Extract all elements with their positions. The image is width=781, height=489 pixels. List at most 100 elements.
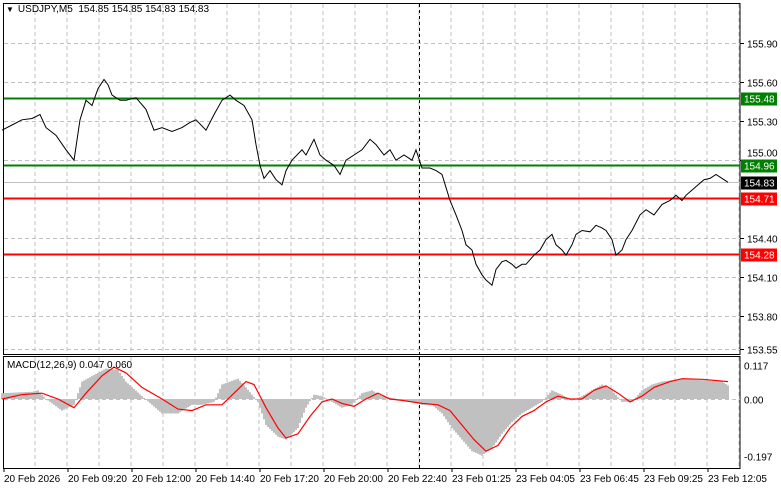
macd-histogram-bar bbox=[663, 381, 665, 399]
macd-histogram-bar bbox=[147, 399, 149, 402]
macd-histogram-bar bbox=[655, 383, 657, 399]
macd-histogram-bar bbox=[503, 399, 505, 432]
macd-histogram-bar bbox=[67, 399, 69, 408]
price-tick-label: 155.60 bbox=[747, 79, 778, 90]
macd-histogram-bar bbox=[611, 390, 613, 399]
macd-histogram-bar bbox=[671, 380, 673, 399]
macd-histogram-bar bbox=[277, 399, 279, 437]
macd-histogram-bar bbox=[55, 399, 57, 407]
macd-histogram-bar bbox=[157, 399, 159, 411]
time-tick-label: 20 Feb 09:20 bbox=[68, 474, 127, 485]
time-tick-label: 23 Feb 04:05 bbox=[516, 474, 575, 485]
macd-histogram-bar bbox=[225, 383, 227, 399]
macd-histogram-bar bbox=[161, 399, 163, 414]
macd-histogram-bar bbox=[535, 399, 537, 406]
macd-histogram-bar bbox=[551, 390, 553, 399]
macd-histogram-bar bbox=[307, 399, 309, 405]
macd-histogram-bar bbox=[699, 380, 701, 399]
macd-histogram-bar bbox=[251, 394, 253, 399]
macd-histogram-bar bbox=[529, 399, 531, 409]
macd-histogram-bar bbox=[163, 399, 165, 414]
macd-histogram-bar bbox=[713, 381, 715, 399]
macd-histogram-bar bbox=[105, 368, 107, 399]
macd-histogram-bar bbox=[419, 399, 421, 405]
price-tick-label: 155.30 bbox=[747, 118, 778, 129]
macd-histogram-bar bbox=[191, 399, 193, 405]
time-tick-label: 20 Feb 14:40 bbox=[196, 474, 255, 485]
macd-histogram-bar bbox=[635, 397, 637, 399]
macd-histogram-bar bbox=[195, 399, 197, 405]
macd-histogram-bar bbox=[263, 399, 265, 420]
macd-histogram-bar bbox=[651, 384, 653, 399]
macd-histogram-bar bbox=[391, 397, 393, 399]
macd-histogram-bar bbox=[235, 379, 237, 399]
macd-histogram-bar bbox=[101, 370, 103, 399]
level-label: 154.71 bbox=[744, 195, 775, 206]
macd-histogram-bar bbox=[369, 390, 371, 399]
macd-histogram-bar bbox=[353, 399, 355, 403]
macd-histogram-bar bbox=[591, 390, 593, 399]
macd-histogram-bar bbox=[271, 399, 273, 431]
macd-histogram-bar bbox=[541, 399, 543, 402]
macd-histogram-bar bbox=[571, 399, 573, 401]
macd-histogram-bar bbox=[11, 392, 13, 399]
macd-histogram-bar bbox=[57, 399, 59, 408]
macd-histogram-bar bbox=[109, 369, 111, 399]
macd-histogram-bar bbox=[711, 380, 713, 399]
macd-histogram-bar bbox=[5, 393, 7, 399]
macd-histogram-bar bbox=[91, 376, 93, 399]
macd-histogram-bar bbox=[79, 387, 81, 399]
triangle-down-icon[interactable]: ▼ bbox=[6, 5, 14, 14]
macd-histogram-bar bbox=[653, 383, 655, 399]
level-label-bg bbox=[741, 159, 777, 173]
macd-histogram-bar bbox=[409, 399, 411, 402]
chart-title: ▼ USDJPY,M5 154.85 154.85 154.83 154.83 bbox=[6, 4, 209, 15]
macd-histogram-bar bbox=[239, 380, 241, 399]
macd-signal-line bbox=[1, 366, 729, 452]
macd-histogram-bar bbox=[537, 399, 539, 405]
macd-histogram-bar bbox=[275, 399, 277, 435]
macd-histogram-bar bbox=[143, 397, 145, 399]
price-tick-label: 153.80 bbox=[747, 313, 778, 324]
macd-histogram-bar bbox=[523, 399, 525, 413]
macd-histogram-bar bbox=[71, 399, 73, 406]
macd-histogram-bar bbox=[447, 399, 449, 423]
macd-histogram-bar bbox=[647, 386, 649, 399]
macd-histogram-bar bbox=[205, 399, 207, 404]
macd-histogram-bar bbox=[29, 391, 31, 399]
macd-histogram-bar bbox=[459, 399, 461, 438]
macd-histogram-bar bbox=[193, 399, 195, 405]
macd-histogram-bar bbox=[201, 399, 203, 405]
macd-histogram-bar bbox=[363, 392, 365, 399]
time-tick-label: 20 Feb 20:00 bbox=[324, 474, 383, 485]
time-tick-label: 23 Feb 01:25 bbox=[452, 474, 511, 485]
macd-histogram-bar bbox=[33, 391, 35, 399]
macd-histogram-bar bbox=[323, 397, 325, 399]
macd-histogram-bar bbox=[463, 399, 465, 442]
macd-histogram-bar bbox=[249, 392, 251, 399]
macd-histogram-bar bbox=[97, 372, 99, 399]
macd-histogram-bar bbox=[299, 399, 301, 423]
macd-histogram-bar bbox=[621, 399, 623, 402]
macd-histogram-bar bbox=[701, 380, 703, 399]
macd-histogram-bar bbox=[393, 398, 395, 400]
macd-histogram-bar bbox=[309, 399, 311, 402]
macd-histogram-bar bbox=[125, 381, 127, 399]
macd-histogram-bar bbox=[43, 396, 45, 399]
macd-histogram-bar bbox=[141, 396, 143, 399]
macd-histogram-bar bbox=[305, 399, 307, 408]
time-tick-label: 23 Feb 06:45 bbox=[580, 474, 639, 485]
macd-histogram-bar bbox=[513, 399, 515, 421]
macd-histogram-bar bbox=[525, 399, 527, 412]
macd-histogram-bar bbox=[349, 399, 351, 406]
macd-histogram-bar bbox=[297, 399, 299, 428]
macd-histogram-bar bbox=[25, 392, 27, 399]
macd-histogram-bar bbox=[697, 379, 699, 399]
macd-histogram-bar bbox=[231, 380, 233, 399]
macd-histogram-bar bbox=[145, 399, 147, 400]
macd-histogram-bar bbox=[259, 399, 261, 408]
macd-histogram-bar bbox=[545, 397, 547, 399]
macd-histogram-bar bbox=[657, 382, 659, 399]
macd-histogram-bar bbox=[509, 399, 511, 425]
